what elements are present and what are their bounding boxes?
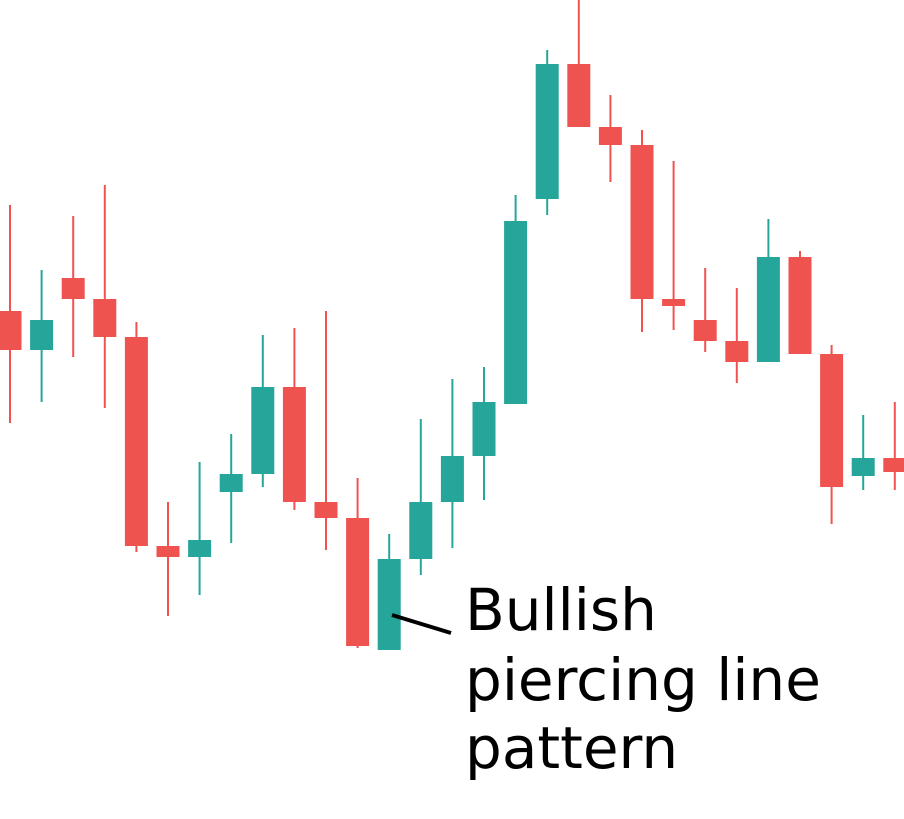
candle-body <box>61 278 85 299</box>
candle-body <box>124 337 148 546</box>
annotation-line: piercing line <box>465 646 821 714</box>
candle-body <box>93 299 117 337</box>
candle-body <box>440 456 464 502</box>
candle-body <box>0 311 22 350</box>
candle-body <box>788 257 812 354</box>
candle-body <box>756 257 780 362</box>
candle-body <box>883 458 904 472</box>
candle-body <box>504 221 528 404</box>
candle-body <box>630 145 654 299</box>
candle-body <box>472 402 496 456</box>
candle-body <box>535 64 559 199</box>
candle-body <box>693 320 717 341</box>
candle-body <box>219 474 243 492</box>
candle-body <box>598 127 622 145</box>
annotation-line: Bullish <box>465 576 657 644</box>
candle-body <box>282 387 306 502</box>
candle-body <box>314 502 338 518</box>
candle-body <box>377 559 401 650</box>
candle-body <box>251 387 275 474</box>
candle-body <box>188 540 212 557</box>
annotation-pointer <box>391 613 452 635</box>
candle-body <box>820 354 844 487</box>
candle-body <box>662 299 686 306</box>
candle-body <box>409 502 433 559</box>
candle-body <box>851 458 875 476</box>
candle-body <box>567 64 591 127</box>
annotation-line: pattern <box>465 714 678 782</box>
candle-body <box>30 320 54 350</box>
candle-body <box>156 546 180 557</box>
candle-body <box>725 341 749 362</box>
candle-body <box>346 518 370 646</box>
